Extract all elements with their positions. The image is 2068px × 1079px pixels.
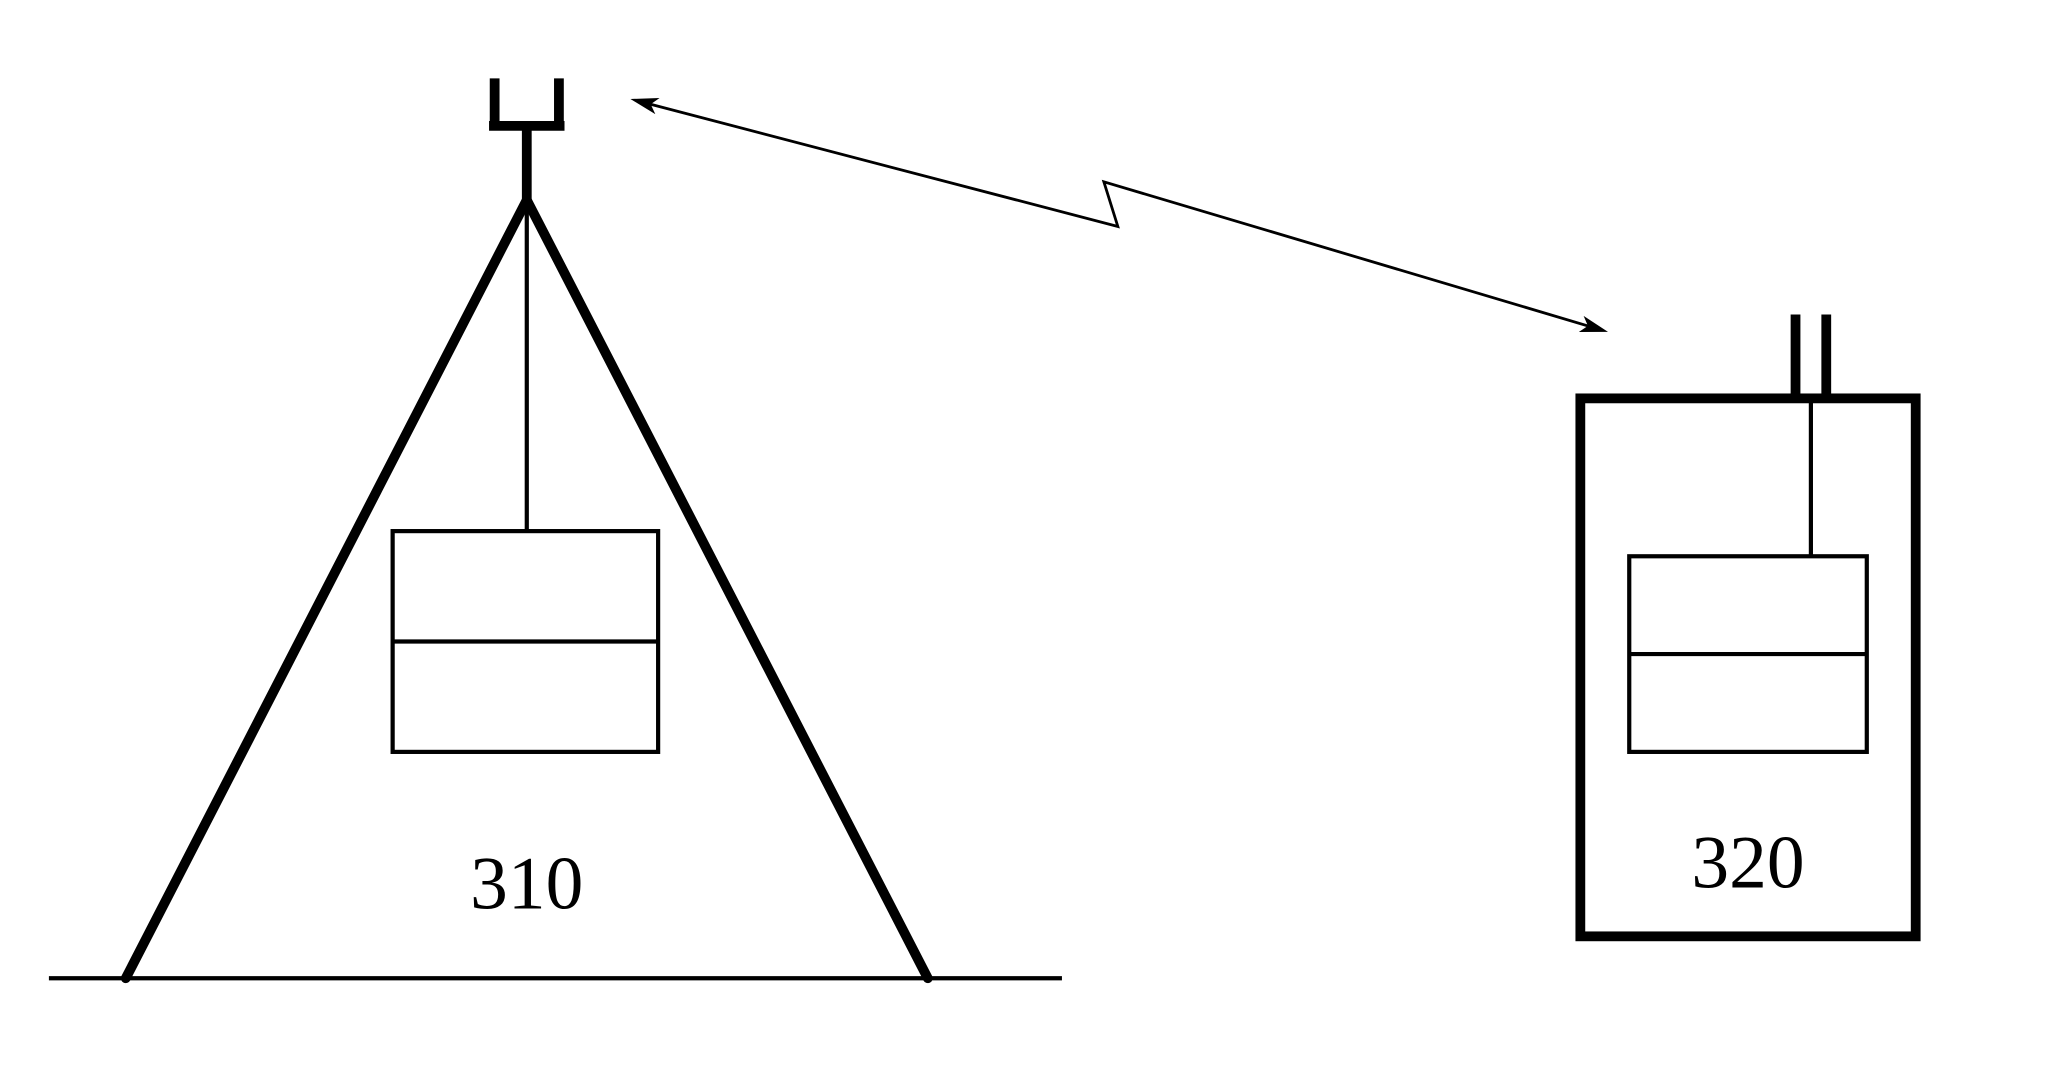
tower-leg-right — [527, 200, 928, 978]
device-label: 320 — [1691, 821, 1804, 904]
wireless-device: 320 — [1580, 315, 1915, 937]
wireless-signal-arrow — [637, 101, 1601, 330]
base-station-tower: 310 — [49, 78, 1062, 978]
tower-label: 310 — [470, 842, 583, 925]
tower-leg-left — [126, 200, 527, 978]
